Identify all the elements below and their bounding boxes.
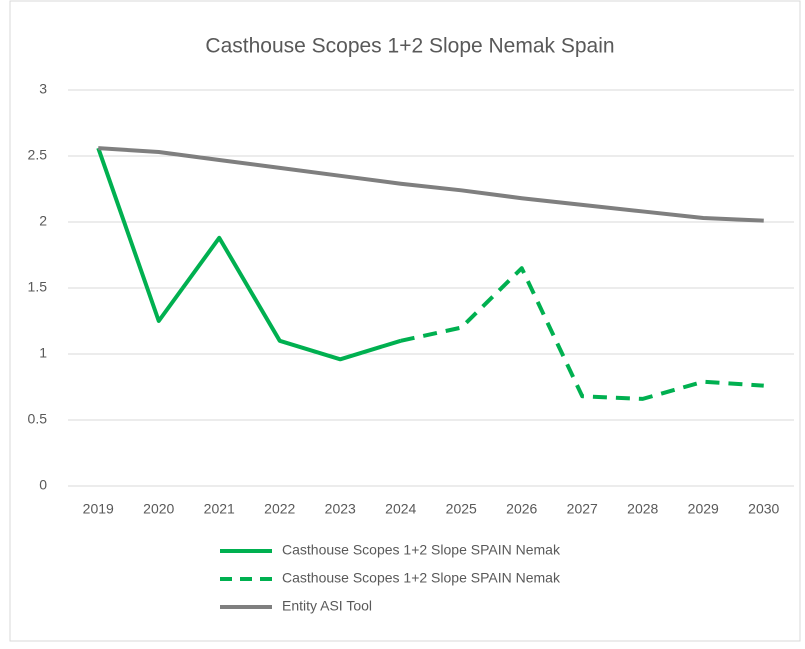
legend-label: Casthouse Scopes 1+2 Slope SPAIN Nemak	[282, 570, 561, 586]
x-tick-label: 2030	[748, 501, 779, 517]
x-tick-label: 2021	[204, 501, 235, 517]
legend-label: Casthouse Scopes 1+2 Slope SPAIN Nemak	[282, 542, 561, 558]
y-tick-label: 3	[39, 81, 47, 97]
x-tick-label: 2022	[264, 501, 295, 517]
x-tick-label: 2025	[446, 501, 477, 517]
x-tick-label: 2020	[143, 501, 174, 517]
chart-border	[9, 0, 801, 642]
x-tick-label: 2029	[688, 501, 719, 517]
x-tick-label: 2019	[83, 501, 114, 517]
y-tick-label: 0	[39, 477, 47, 493]
series-line	[96, 147, 402, 362]
y-tick-label: 1	[39, 345, 47, 361]
x-tick-label: 2026	[506, 501, 537, 517]
series-line	[98, 146, 764, 223]
series-line	[400, 266, 764, 401]
y-tick-label: 0.5	[28, 411, 48, 427]
legend-label: Entity ASI Tool	[282, 598, 372, 614]
y-tick-label: 2	[39, 213, 47, 229]
x-tick-label: 2024	[385, 501, 416, 517]
y-tick-label: 1.5	[28, 279, 48, 295]
x-tick-label: 2027	[567, 501, 598, 517]
y-tick-label: 2.5	[28, 147, 48, 163]
x-tick-label: 2023	[325, 501, 356, 517]
chart-title: Casthouse Scopes 1+2 Slope Nemak Spain	[205, 35, 614, 58]
x-tick-label: 2028	[627, 501, 658, 517]
